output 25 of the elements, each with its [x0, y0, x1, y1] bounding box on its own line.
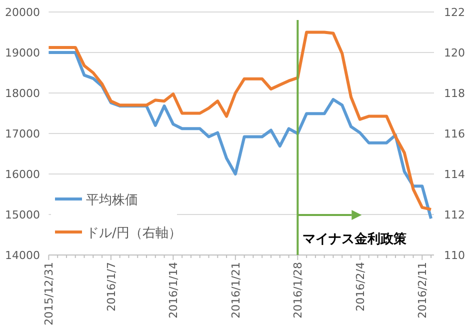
y2-tick-label: 116 [444, 128, 465, 140]
y-tick-label: 14000 [5, 249, 40, 262]
x-tick-label: 2016/1/7 [104, 262, 118, 312]
x-tick-label: 2015/12/31 [42, 262, 56, 326]
y-tick-label: 18000 [5, 87, 40, 100]
x-tick-label: 2016/1/28 [292, 262, 305, 318]
x-tick-label: 2016/2/4 [354, 262, 367, 312]
x-tick-label: 2016/2/11 [416, 262, 430, 318]
y2-tick-label: 110 [444, 249, 465, 262]
y-tick-label: 17000 [5, 128, 40, 140]
y2-tick-label: 122 [444, 6, 465, 19]
y2-tick-label: 114 [444, 168, 465, 181]
ref-line-label: マイナス金利政策 [302, 231, 408, 247]
y-tick-label: 19000 [5, 46, 40, 60]
line-series [47, 30, 433, 211]
x-tick-label: 2016/1/14 [167, 262, 180, 318]
legend-label: ドル/円（右軸） [86, 226, 182, 241]
y-tick-label: 15000 [5, 208, 40, 222]
y-tick-label: 20000 [5, 6, 40, 19]
y2-tick-label: 112 [444, 208, 465, 222]
legend-label: 平均株価 [86, 193, 138, 208]
y2-tick-label: 120 [444, 46, 465, 60]
y2-tick-label: 118 [444, 87, 465, 100]
y-tick-label: 16000 [5, 168, 40, 181]
x-tick-label: 2016/1/21 [229, 262, 242, 318]
